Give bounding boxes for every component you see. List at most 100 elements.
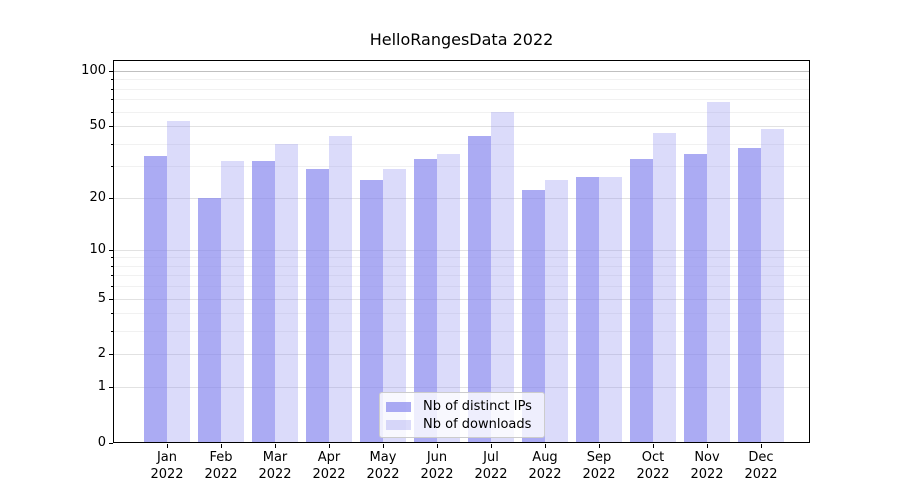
- gridline-minor: [113, 265, 810, 267]
- bar-distinct-ips-may: [360, 180, 383, 443]
- y-axis-tick: [109, 197, 113, 199]
- x-axis-tick: [167, 444, 168, 448]
- bar-downloads-aug: [545, 180, 568, 443]
- gridline-minor: [113, 286, 810, 288]
- bar-downloads-dec: [761, 129, 784, 443]
- x-axis-tick: [761, 444, 762, 448]
- bar-distinct-ips-apr: [306, 168, 329, 443]
- x-tick-year: 2022: [744, 467, 778, 482]
- x-tick-year: 2022: [420, 467, 454, 482]
- y-axis-minor-tick: [111, 111, 113, 113]
- x-tick-month: Jan: [156, 450, 178, 465]
- gridline-minor: [113, 257, 810, 259]
- y-axis-tick-label: 50: [89, 118, 106, 134]
- bar-downloads-nov: [707, 101, 730, 443]
- x-axis-tick: [221, 444, 222, 448]
- y-axis-tick-label: 5: [97, 290, 106, 306]
- bar-downloads-jun: [437, 154, 460, 443]
- y-axis-tick: [109, 387, 113, 389]
- legend-entry-downloads: Nb of downloads: [386, 416, 544, 433]
- y-axis-tick-label: 2: [97, 346, 106, 362]
- x-axis-tick-label: Aug 2022: [515, 449, 575, 483]
- y-axis-minor-tick: [111, 286, 113, 288]
- bar-downloads-sep: [599, 177, 622, 443]
- x-tick-month: Nov: [694, 450, 720, 465]
- x-tick-month: Dec: [748, 450, 774, 465]
- x-axis-tick-label: Dec 2022: [731, 449, 791, 483]
- y-axis-tick: [109, 126, 113, 128]
- x-axis-tick-label: Oct 2022: [623, 449, 683, 483]
- bar-downloads-feb: [221, 161, 244, 443]
- bar-downloads-apr: [329, 136, 352, 443]
- bar-distinct-ips-sep: [576, 177, 599, 443]
- gridline-minor: [113, 331, 810, 333]
- legend: Nb of distinct IPs Nb of downloads: [379, 392, 545, 438]
- x-tick-month: Sep: [586, 450, 612, 465]
- bar-downloads-oct: [653, 132, 676, 443]
- x-axis-tick: [707, 444, 708, 448]
- bar-distinct-ips-jul: [468, 136, 491, 443]
- y-axis-tick: [109, 354, 113, 356]
- x-axis-tick: [437, 444, 438, 448]
- y-axis-minor-tick: [111, 79, 113, 81]
- y-axis-tick-label: 10: [89, 241, 106, 257]
- y-axis-tick: [109, 249, 113, 251]
- x-axis-tick: [545, 444, 546, 448]
- x-tick-month: Mar: [262, 450, 288, 465]
- x-axis-tick-label: May 2022: [353, 449, 413, 483]
- x-tick-year: 2022: [528, 467, 562, 482]
- x-tick-month: Feb: [209, 450, 233, 465]
- bar-downloads-may: [383, 168, 406, 443]
- y-axis-minor-tick: [111, 257, 113, 259]
- y-axis-tick-label: 1: [97, 379, 106, 395]
- x-tick-month: Oct: [641, 450, 665, 465]
- gridline-minor: [113, 313, 810, 315]
- x-tick-month: Apr: [317, 450, 341, 465]
- gridline-major: [113, 354, 810, 356]
- y-axis-tick: [109, 71, 113, 72]
- x-tick-year: 2022: [204, 467, 238, 482]
- legend-label-distinct-ips: Nb of distinct IPs: [423, 399, 532, 414]
- y-axis-tick-label: 100: [81, 63, 106, 78]
- x-axis-tick-label: Nov 2022: [677, 449, 737, 483]
- x-axis-tick: [383, 444, 384, 448]
- x-axis-tick-label: Mar 2022: [245, 449, 305, 483]
- bar-distinct-ips-feb: [198, 197, 221, 443]
- x-axis-tick-label: Jan 2022: [137, 449, 197, 483]
- y-axis-tick-label: 0: [97, 435, 106, 450]
- bar-distinct-ips-nov: [684, 154, 707, 443]
- gridline-minor: [113, 111, 810, 113]
- x-axis-tick: [599, 444, 600, 448]
- plot-area: [113, 60, 810, 443]
- bar-distinct-ips-dec: [738, 147, 761, 443]
- x-tick-year: 2022: [258, 467, 292, 482]
- legend-swatch-distinct-ips: [386, 401, 411, 412]
- x-tick-year: 2022: [636, 467, 670, 482]
- x-axis-tick-label: Apr 2022: [299, 449, 359, 483]
- gridline-major: [113, 298, 810, 300]
- x-axis-tick: [491, 444, 492, 448]
- y-axis-tick: [109, 298, 113, 300]
- bar-downloads-jul: [491, 111, 514, 443]
- gridline-minor: [113, 88, 810, 90]
- bar-distinct-ips-mar: [252, 161, 275, 443]
- legend-swatch-downloads: [386, 419, 411, 430]
- y-axis-minor-tick: [111, 166, 113, 168]
- y-axis-minor-tick: [111, 275, 113, 277]
- x-tick-month: Jun: [426, 450, 448, 465]
- x-axis-tick-label: Feb 2022: [191, 449, 251, 483]
- bar-distinct-ips-jan: [144, 156, 167, 443]
- y-axis-tick: [109, 443, 113, 444]
- gridline-major: [113, 126, 810, 128]
- x-tick-month: May: [369, 450, 397, 465]
- x-tick-year: 2022: [690, 467, 724, 482]
- gridline-major: [113, 249, 810, 251]
- gridline-minor: [113, 166, 810, 168]
- y-axis-minor-tick: [111, 99, 113, 101]
- y-axis-minor-tick: [111, 88, 113, 90]
- y-axis-minor-tick: [111, 331, 113, 333]
- y-axis-tick-label: 20: [89, 189, 106, 205]
- y-axis-minor-tick: [111, 265, 113, 267]
- gridline-major: [113, 71, 810, 72]
